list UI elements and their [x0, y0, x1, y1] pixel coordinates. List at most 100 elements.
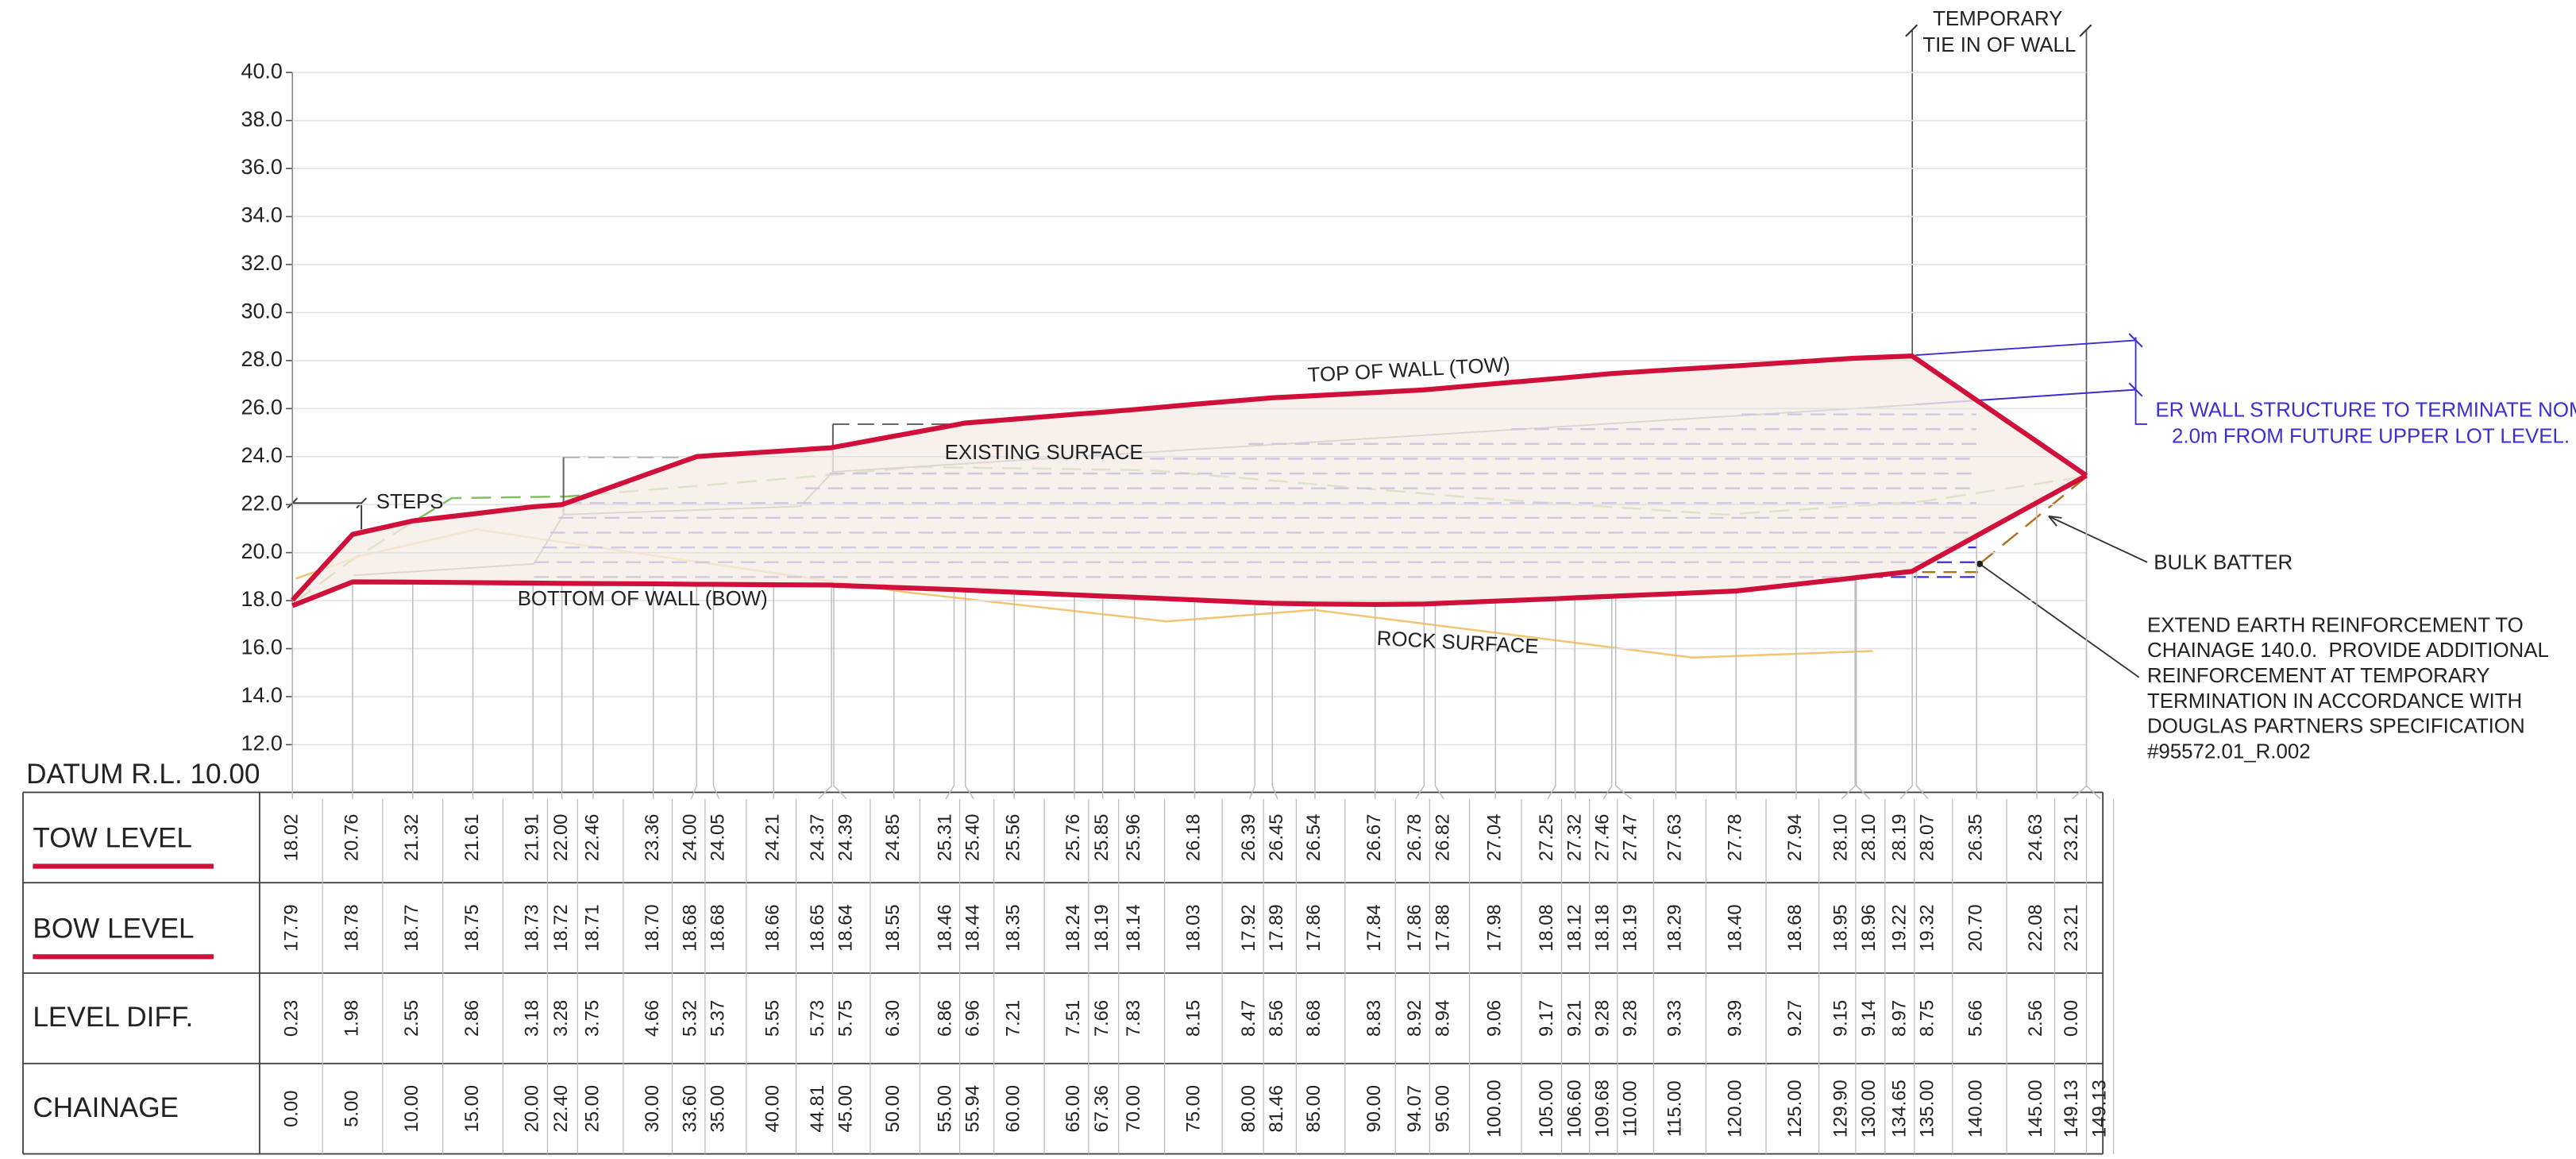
note-leader: [1979, 563, 2140, 678]
table-cell: 7.83: [1123, 1000, 1144, 1037]
annotation: EXISTING SURFACE: [945, 442, 1143, 464]
table-cell: 5.73: [807, 1000, 828, 1037]
table-cell: 8.83: [1363, 1000, 1385, 1037]
chainage-line: [833, 585, 847, 800]
table-cell: 24.37: [807, 814, 828, 862]
table-cell: 4.66: [642, 1000, 663, 1037]
table-cell: 17.86: [1303, 904, 1325, 952]
table-cell: 18.75: [461, 904, 483, 952]
table-cell: 110.00: [1620, 1080, 1641, 1137]
chainage-line: [712, 584, 720, 799]
row-header: BOW LEVEL: [33, 914, 194, 945]
table-cell: 6.96: [962, 1000, 983, 1037]
table-cell: 18.70: [642, 904, 663, 952]
table-cell: 26.78: [1404, 814, 1425, 862]
y-tick-label: 22.0: [241, 491, 283, 515]
table-cell: 10.00: [401, 1085, 422, 1133]
y-tick-label: 30.0: [241, 299, 283, 323]
table-cell: 23.21: [2061, 814, 2082, 862]
y-tick-label: 32.0: [241, 251, 283, 275]
table-cell: 100.00: [1483, 1080, 1505, 1138]
table-cell: 17.88: [1432, 904, 1453, 952]
table-cell: 24.00: [680, 814, 701, 862]
profile: 12.0 14.0 16.0 18.0 20.0 22.0 24.0 26.0 28.0 30.0…: [241, 59, 2115, 1154]
table-cell: 9.28: [1620, 1000, 1641, 1037]
table-cell: 18.68: [680, 904, 701, 952]
table-cell: 20.70: [1965, 904, 1986, 952]
bow-line: [291, 473, 2088, 608]
table-cell: 5.37: [708, 1000, 729, 1037]
table-cell: 9.17: [1536, 1000, 1557, 1037]
chainage-line: [945, 589, 955, 800]
tow-line: [290, 353, 2088, 602]
table-cell: 26.82: [1432, 814, 1453, 862]
table-cell: 5.75: [835, 1000, 856, 1037]
table-cell: 55.94: [962, 1085, 983, 1133]
table-cell: 17.98: [1483, 904, 1505, 952]
table-cell: 85.00: [1303, 1085, 1325, 1133]
table-cell: 27.32: [1564, 814, 1585, 862]
table-cell: 7.66: [1091, 1000, 1113, 1037]
table-cell: 1.98: [341, 1000, 362, 1037]
table-cell: 8.97: [1888, 1000, 1910, 1037]
table-cell: 105.00: [1536, 1080, 1557, 1138]
table-cell: 18.68: [1784, 904, 1806, 952]
table-cell: 28.10: [1830, 814, 1852, 862]
y-tick-label: 36.0: [241, 155, 283, 179]
table-cell: 9.14: [1858, 1000, 1880, 1037]
chainage-line: [1855, 578, 1871, 800]
table-cell: 18.44: [962, 904, 983, 952]
table-cell: 149.13: [2061, 1080, 2082, 1138]
chainage-line: [1915, 569, 1929, 800]
table-cell: 50.00: [882, 1085, 904, 1133]
steps-marker: [287, 497, 368, 530]
table-cell: 5.66: [1965, 1000, 1986, 1037]
table-cell: 18.64: [835, 904, 856, 952]
table-cell: 27.94: [1784, 814, 1806, 862]
table-cell: 67.36: [1091, 1085, 1113, 1133]
chainage-line: [2072, 475, 2088, 800]
table-cell: 24.85: [882, 814, 904, 862]
table-cell: 9.28: [1592, 1000, 1614, 1037]
table-cell: 18.12: [1564, 904, 1585, 952]
table-cell: 129.90: [1830, 1080, 1852, 1138]
annotation: TOP OF WALL (TOW): [1307, 353, 1510, 386]
y-tick-label: 18.0: [241, 587, 283, 611]
row-header: CHAINAGE: [33, 1092, 179, 1123]
note: EXTEND EARTH REINFORCEMENT TO CHAINAGE 14…: [2147, 614, 2549, 763]
table-cell: 18.24: [1062, 904, 1084, 952]
table-cell: 130.00: [1858, 1080, 1880, 1138]
table-cell: 135.00: [1917, 1080, 1938, 1138]
table-cell: 8.56: [1266, 1000, 1287, 1037]
table-cell: 3.28: [550, 1000, 572, 1037]
table-cell: 27.04: [1483, 814, 1505, 862]
table-cell: 18.77: [401, 904, 422, 952]
table-cell: 17.89: [1266, 904, 1287, 952]
row-header: TOW LEVEL: [33, 823, 192, 854]
y-tick-label: 26.0: [241, 395, 283, 419]
annotation: ER WALL STRUCTURE TO TERMINATE NOM: [2155, 399, 2576, 421]
table-cell: 9.33: [1664, 1000, 1686, 1037]
table-cell: 5.00: [341, 1091, 362, 1127]
table-cell: 30.00: [642, 1085, 663, 1133]
table-cell: 27.63: [1664, 814, 1686, 862]
annotation: STEPS: [376, 491, 444, 513]
table-cell: 18.68: [708, 904, 729, 952]
table-cell: 18.08: [1536, 904, 1557, 952]
table-cell: 18.55: [882, 904, 904, 952]
table-cell: 35.00: [708, 1085, 729, 1133]
table-cell: 21.32: [401, 814, 422, 862]
note-line: TERMINATION IN ACCORDANCE WITH: [2147, 690, 2522, 713]
table-cell: 18.71: [581, 904, 603, 952]
table-cell: 28.10: [1858, 814, 1880, 862]
annotation: 2.0m FROM FUTURE UPPER LOT LEVEL.: [2172, 425, 2570, 447]
table-cell: 2.55: [401, 1000, 422, 1037]
table-cell: 5.32: [680, 1000, 701, 1037]
table-cell: 7.21: [1002, 1000, 1024, 1037]
table-cell: 109.68: [1592, 1080, 1614, 1138]
table-cell: 26.54: [1303, 814, 1325, 862]
table-cell: 55.00: [934, 1085, 955, 1133]
note-line: #95572.01_R.002: [2147, 741, 2311, 763]
table-cell: 21.91: [522, 814, 543, 862]
